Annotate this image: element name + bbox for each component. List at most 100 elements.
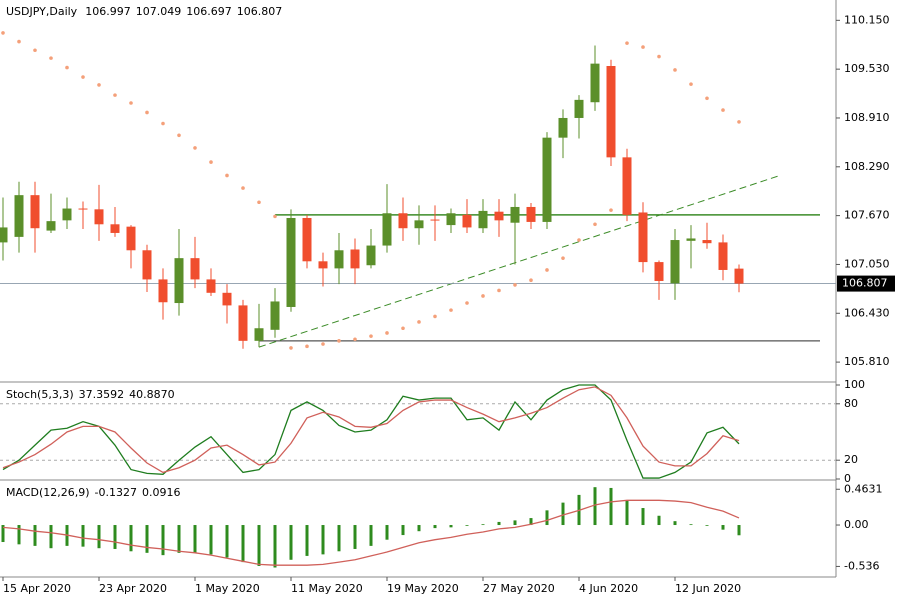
histogram-bar bbox=[241, 525, 245, 563]
histogram-bar bbox=[1, 525, 5, 543]
histogram-bar bbox=[209, 525, 213, 555]
candle-body bbox=[254, 328, 264, 341]
price-label: 106.807 bbox=[842, 277, 888, 290]
sar-dot bbox=[673, 68, 677, 72]
sar-dot bbox=[81, 75, 85, 79]
candle-body bbox=[510, 206, 520, 223]
candle-body bbox=[590, 63, 600, 103]
candle-body bbox=[702, 240, 712, 244]
histogram-bar bbox=[305, 525, 309, 556]
y-tick-label: 0 bbox=[844, 472, 851, 485]
candle-body bbox=[222, 292, 232, 306]
candle-body bbox=[190, 258, 200, 280]
sar-dot bbox=[113, 93, 117, 97]
candle-body bbox=[350, 249, 360, 269]
candle-body bbox=[606, 66, 616, 158]
sar-dot bbox=[177, 133, 181, 138]
sar-dot bbox=[97, 83, 101, 87]
y-tick-label: 107.050 bbox=[844, 257, 890, 270]
sar-dot bbox=[561, 256, 565, 260]
histogram-bar bbox=[481, 524, 485, 526]
candle-body bbox=[622, 157, 632, 215]
candle-body bbox=[46, 221, 56, 231]
histogram-bar bbox=[545, 510, 549, 526]
sar-dot bbox=[257, 200, 261, 205]
histogram-bar bbox=[161, 525, 165, 556]
histogram-bar bbox=[529, 518, 533, 526]
sar-dot bbox=[497, 288, 501, 293]
candle-body bbox=[110, 224, 120, 233]
histogram-bar bbox=[705, 525, 709, 526]
histogram-bar bbox=[97, 525, 101, 549]
y-tick-label: 110.150 bbox=[844, 13, 890, 26]
macd-title: MACD(12,26,9) bbox=[6, 486, 90, 499]
candle-body bbox=[430, 219, 440, 221]
histogram-bar bbox=[113, 525, 117, 549]
y-tick-label: 109.530 bbox=[844, 62, 890, 75]
histogram-bar bbox=[625, 500, 629, 526]
stoch-header: Stoch(5,3,3) 37.3592 40.8870 bbox=[6, 388, 175, 401]
y-tick-label: 0.00 bbox=[844, 518, 869, 531]
candle-body bbox=[382, 213, 392, 246]
sar-dot bbox=[145, 110, 149, 115]
sar-dot bbox=[449, 308, 453, 312]
histogram-bar bbox=[177, 525, 181, 553]
sar-dot bbox=[417, 320, 421, 324]
sar-dot bbox=[65, 65, 69, 70]
sar-dot bbox=[529, 278, 533, 283]
sar-dot bbox=[577, 238, 581, 242]
sar-dot bbox=[289, 346, 293, 350]
sar-dot bbox=[641, 45, 645, 49]
macd-header: MACD(12,26,9) -0.1327 0.0916 bbox=[6, 486, 181, 499]
histogram-bar bbox=[353, 525, 357, 549]
histogram-bar bbox=[337, 525, 341, 552]
candle-body bbox=[302, 217, 312, 262]
histogram-bar bbox=[129, 525, 133, 552]
high-readout: 107.049 bbox=[136, 5, 182, 18]
sar-dot bbox=[305, 344, 309, 349]
sar-dot bbox=[481, 294, 485, 298]
histogram-bar bbox=[145, 525, 149, 553]
candle-body bbox=[238, 305, 248, 341]
candle-body bbox=[94, 209, 104, 225]
candle-body bbox=[142, 250, 152, 280]
histogram-bar bbox=[49, 525, 53, 549]
y-tick-label: 80 bbox=[844, 397, 858, 410]
y-tick-label: -0.536 bbox=[844, 559, 879, 572]
histogram-bar bbox=[433, 525, 437, 529]
histogram-bar bbox=[385, 525, 389, 540]
candle-body bbox=[334, 250, 344, 269]
histogram-bar bbox=[561, 502, 565, 526]
candle-body bbox=[158, 279, 168, 303]
sar-dot bbox=[609, 208, 613, 212]
candle-body bbox=[30, 195, 40, 229]
sar-dot bbox=[17, 39, 21, 44]
y-tick-label: 105.810 bbox=[844, 355, 890, 368]
sar-dot bbox=[545, 268, 549, 272]
trend-line bbox=[258, 174, 781, 348]
candle-body bbox=[174, 258, 184, 304]
sar-dot bbox=[721, 108, 725, 112]
open-readout: 106.997 bbox=[85, 5, 131, 18]
sar-dot bbox=[353, 337, 357, 342]
y-tick-label: 100 bbox=[844, 378, 865, 391]
stoch-title: Stoch(5,3,3) bbox=[6, 388, 74, 401]
close-readout: 106.807 bbox=[237, 5, 283, 18]
sar-dot bbox=[49, 56, 53, 60]
histogram-bar bbox=[273, 525, 277, 568]
histogram-bar bbox=[449, 525, 453, 528]
candle-body bbox=[542, 137, 552, 222]
histogram-bar bbox=[369, 525, 373, 546]
sar-dot bbox=[593, 222, 597, 227]
sar-dot bbox=[129, 101, 133, 105]
candle-body bbox=[638, 212, 648, 263]
candle-body bbox=[206, 279, 216, 293]
candle-body bbox=[526, 206, 536, 222]
histogram-bar bbox=[225, 525, 229, 558]
histogram-bar bbox=[513, 520, 517, 526]
stoch-signal-readout: 40.8870 bbox=[129, 388, 175, 401]
candle-body bbox=[78, 208, 88, 210]
stoch-main-readout: 37.3592 bbox=[79, 388, 125, 401]
sar-dot bbox=[273, 214, 277, 219]
